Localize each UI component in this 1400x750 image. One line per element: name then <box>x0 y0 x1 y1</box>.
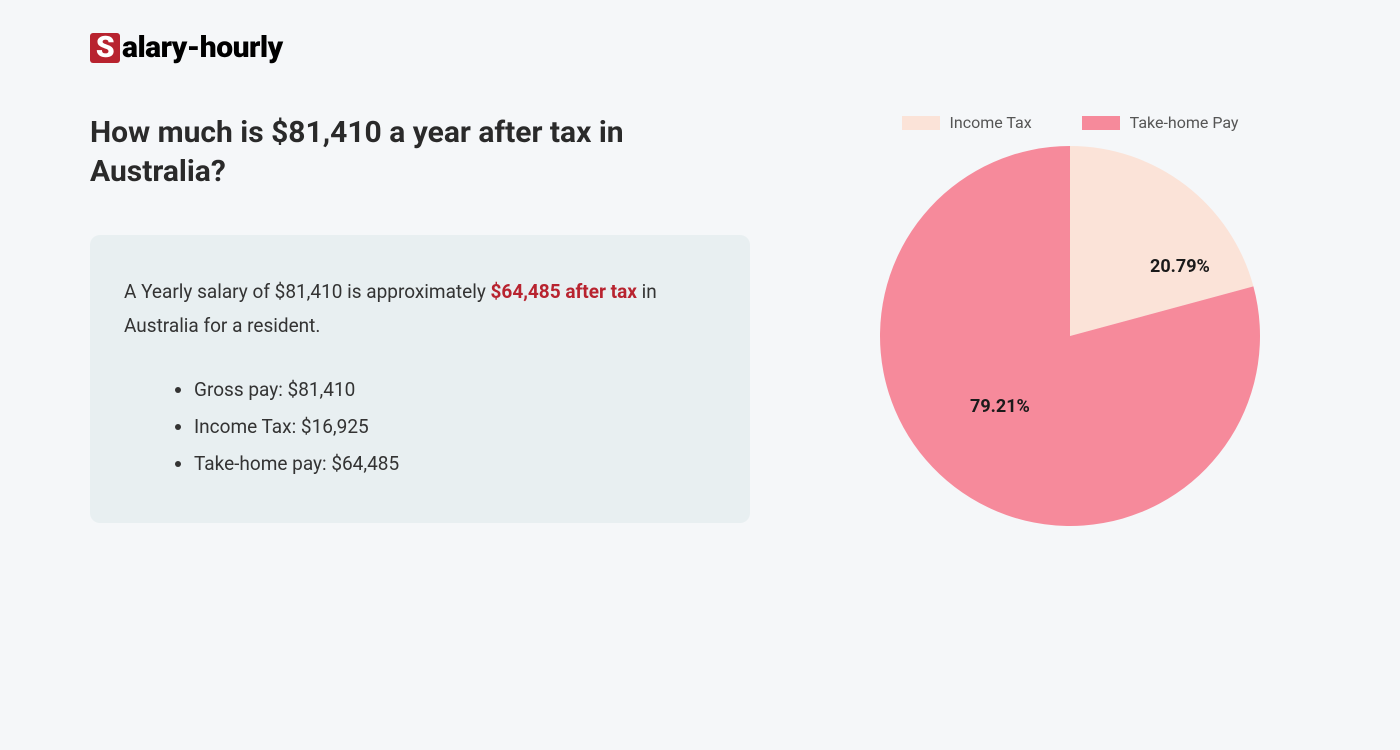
legend-item-take-home: Take-home Pay <box>1082 113 1239 132</box>
summary-list: Gross pay: $81,410 Income Tax: $16,925 T… <box>124 371 716 482</box>
legend-swatch <box>1082 116 1120 130</box>
chart-legend: Income Tax Take-home Pay <box>830 113 1310 132</box>
pie-slice-label: 79.21% <box>970 396 1030 417</box>
legend-label: Take-home Pay <box>1130 113 1239 132</box>
summary-box: A Yearly salary of $81,410 is approximat… <box>90 235 750 523</box>
list-item: Take-home pay: $64,485 <box>194 445 716 482</box>
logo-text: alary-hourly <box>122 30 283 65</box>
summary-highlight: $64,485 after tax <box>491 280 637 303</box>
list-item: Income Tax: $16,925 <box>194 408 716 445</box>
summary-prefix: A Yearly salary of $81,410 is approximat… <box>124 280 491 303</box>
legend-swatch <box>902 116 940 130</box>
pie-chart: 20.79% 79.21% <box>880 146 1260 526</box>
legend-item-income-tax: Income Tax <box>902 113 1032 132</box>
list-item: Gross pay: $81,410 <box>194 371 716 408</box>
summary-text: A Yearly salary of $81,410 is approximat… <box>124 275 716 343</box>
logo-badge: S <box>90 33 120 63</box>
site-logo: Salary-hourly <box>90 30 1310 65</box>
pie-svg <box>880 146 1260 526</box>
page-title: How much is $81,410 a year after tax in … <box>90 113 750 191</box>
legend-label: Income Tax <box>950 113 1032 132</box>
pie-slice-label: 20.79% <box>1150 256 1210 277</box>
